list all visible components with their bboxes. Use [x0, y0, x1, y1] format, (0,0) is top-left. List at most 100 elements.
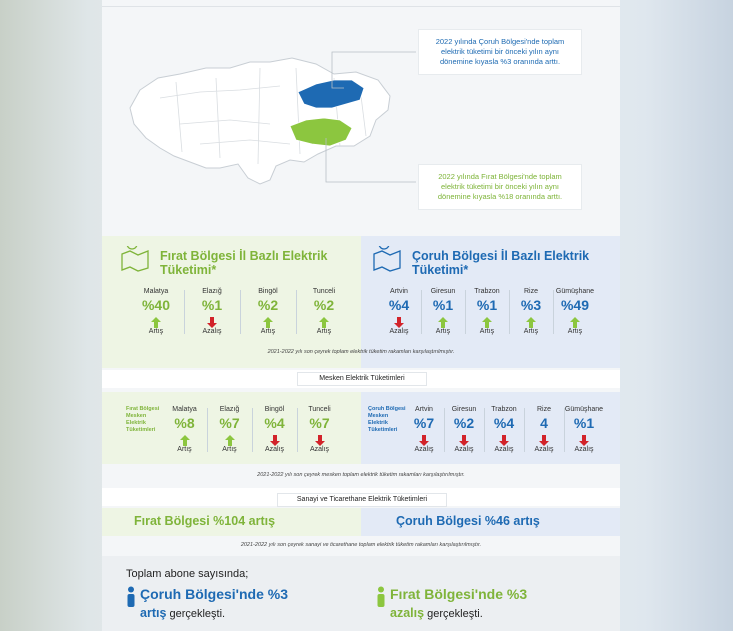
- direction-arrow: [509, 315, 553, 328]
- arrow-up-icon: [482, 317, 492, 328]
- coruh-region: [297, 79, 365, 109]
- map-section: 2022 yılında Çoruh Bölgesi'nde toplam el…: [102, 0, 620, 232]
- divider: [509, 290, 510, 334]
- direction-label: Artış: [435, 328, 451, 335]
- province-item: Artvin %4 Azalış: [377, 288, 421, 335]
- coruh-panel-1: [361, 236, 620, 368]
- province-name: Tunceli: [308, 406, 331, 413]
- direction-arrow: [553, 315, 597, 328]
- firat-subscriber-line: Fırat Bölgesi'nde %3: [390, 586, 528, 602]
- province-percent: %1: [476, 297, 498, 313]
- arrow-down-icon: [539, 435, 549, 446]
- province-name: Trabzon: [474, 288, 500, 295]
- map-pin-icon: [121, 246, 149, 272]
- province-item: Malatya %8 Artış: [162, 406, 207, 453]
- province-percent: %2: [257, 297, 279, 313]
- province-item: Tunceli %7 Azalış: [297, 406, 342, 453]
- firat-subscriber-strong: azalış: [390, 606, 425, 620]
- divider: [484, 408, 485, 452]
- province-percent: %4: [388, 297, 410, 313]
- arrow-down-icon: [269, 435, 280, 446]
- arrow-down-icon: [207, 317, 217, 328]
- province-percent: %1: [573, 415, 595, 431]
- province-percent: %1: [201, 297, 223, 313]
- section1-footnote: 2021-2022 yılı son çeyrek toplam elektri…: [267, 349, 455, 355]
- direction-label: Artış: [316, 328, 332, 335]
- firat-subscriber-rest: gerçekleşti.: [424, 608, 483, 620]
- coruh-subscriber-rest: gerçekleşti.: [166, 608, 226, 620]
- firat-map-note: 2022 yılında Fırat Bölgesi'nde toplam el…: [418, 164, 582, 210]
- turkey-map: [129, 51, 416, 185]
- arrow-up-icon: [526, 317, 536, 328]
- direction-label: Artış: [260, 328, 276, 335]
- divider: [444, 408, 445, 452]
- arrow-down-icon: [394, 317, 404, 328]
- province-name: Gümüşhane: [555, 288, 595, 295]
- arrow-up-icon: [570, 317, 580, 328]
- direction-label: Azalış: [494, 446, 514, 453]
- province-percent: %4: [264, 415, 285, 431]
- province-percent: 4: [540, 415, 548, 431]
- province-percent: %7: [413, 415, 435, 431]
- divider: [252, 408, 253, 452]
- arrow-down-icon: [459, 435, 469, 446]
- province-name: Rize: [523, 288, 538, 295]
- divider: [553, 290, 554, 334]
- province-percent: %2: [453, 415, 475, 431]
- divider: [524, 408, 525, 452]
- divider: [465, 290, 466, 334]
- direction-arrow: [524, 433, 564, 446]
- infographic-sheet: 2022 yılında Çoruh Bölgesi'nde toplam el…: [102, 0, 620, 631]
- divider: [184, 290, 185, 334]
- firat-industry-stat: Fırat Bölgesi %104 artış: [134, 514, 276, 528]
- divider: [207, 408, 208, 452]
- direction-label: Artış: [222, 446, 237, 453]
- divider: [240, 290, 241, 334]
- province-item: Elazığ %1 Azalış: [184, 288, 240, 335]
- province-name: Gümüşhane: [564, 406, 604, 413]
- arrow-up-icon: [438, 317, 448, 328]
- province-percent: %7: [309, 415, 330, 431]
- province-name: Elazığ: [202, 288, 222, 295]
- direction-arrow: [296, 315, 352, 328]
- direction-arrow: [564, 433, 604, 446]
- divider: [296, 290, 297, 334]
- province-name: Trabzon: [491, 406, 517, 413]
- section3-title: Sanayi ve Ticarethane Elektrik Tüketimle…: [277, 493, 447, 507]
- direction-arrow: [162, 433, 207, 446]
- firat-panel-3: [102, 508, 361, 536]
- province-percent: %1: [432, 297, 454, 313]
- divider: [564, 408, 565, 452]
- province-item: Giresun %2 Azalış: [444, 406, 484, 453]
- firat-subscriber-result: azalış gerçekleşti.: [390, 606, 483, 620]
- direction-label: Azalış: [202, 328, 222, 335]
- province-item: Rize %3 Artış: [509, 288, 553, 335]
- province-name: Bingöl: [258, 288, 278, 295]
- direction-arrow: [207, 433, 252, 446]
- direction-arrow: [297, 433, 342, 446]
- province-item: Rize 4 Azalış: [524, 406, 564, 453]
- direction-arrow: [184, 315, 240, 328]
- divider: [421, 290, 422, 334]
- direction-label: Azalış: [309, 446, 330, 453]
- direction-label: Azalış: [264, 446, 285, 453]
- province-percent: %2: [313, 297, 335, 313]
- province-item: Bingöl %4 Azalış: [252, 406, 297, 453]
- province-item: Gümüşhane %49 Artış: [553, 288, 597, 335]
- direction-label: Artış: [177, 446, 192, 453]
- direction-label: Artış: [523, 328, 539, 335]
- divider: [102, 6, 620, 7]
- divider: [297, 408, 298, 452]
- direction-arrow: [377, 315, 421, 328]
- province-item: Gümüşhane %1 Azalış: [564, 406, 604, 453]
- arrow-up-icon: [179, 435, 190, 446]
- direction-arrow: [465, 315, 509, 328]
- province-item: Trabzon %4 Azalış: [484, 406, 524, 453]
- firat-panel-2: [102, 392, 361, 464]
- coruh-title: Çoruh Bölgesi İl Bazlı Elektrik Tüketimi…: [412, 249, 590, 277]
- direction-label: Azalış: [454, 446, 474, 453]
- province-name: Malatya: [143, 288, 169, 295]
- firat-mesken-label: Fırat Bölgesi Mesken Elektrik Tüketimler…: [126, 406, 160, 433]
- coruh-map-note: 2022 yılında Çoruh Bölgesi'nde toplam el…: [418, 29, 582, 75]
- subscriber-intro: Toplam abone sayısında;: [126, 568, 249, 580]
